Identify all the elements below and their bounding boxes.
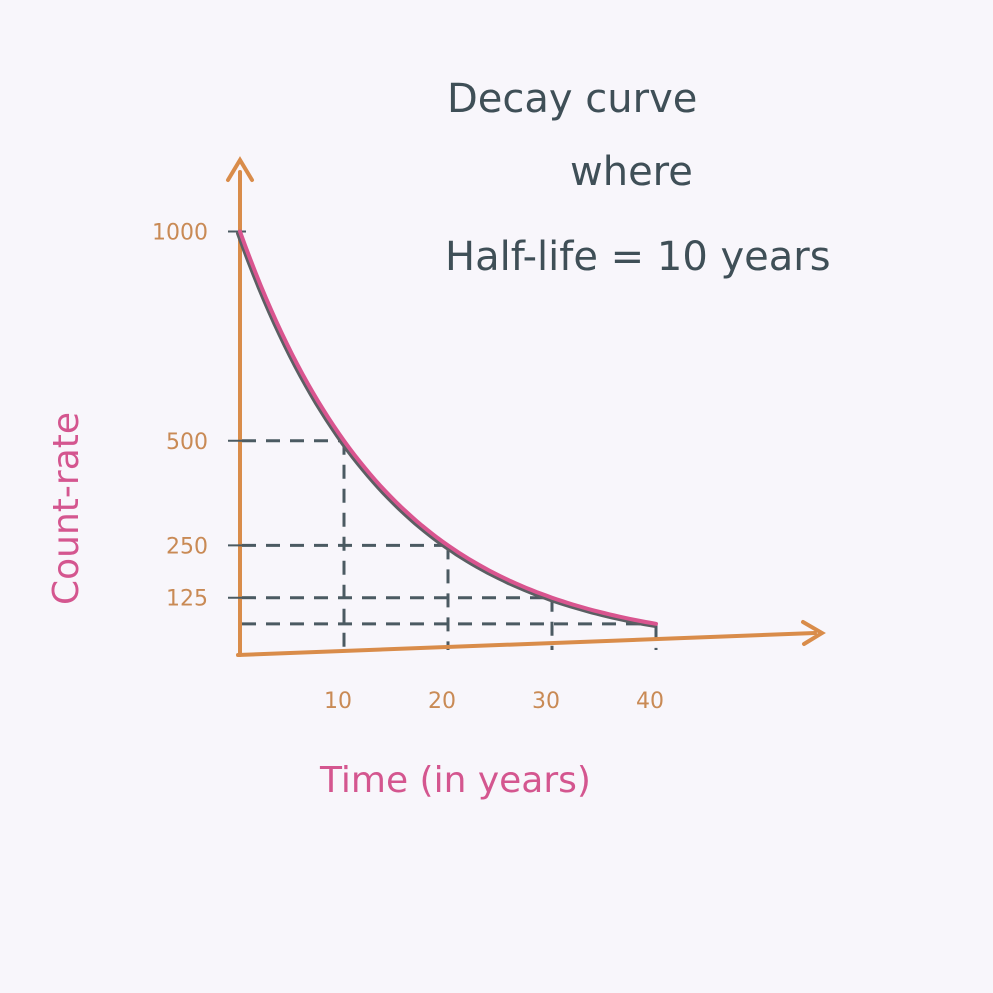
y-tick-label-250: 250 bbox=[166, 534, 208, 559]
axis-ticks: 1000 500 250 125 10 20 30 40 bbox=[152, 221, 664, 715]
y-tick-label-125: 125 bbox=[166, 587, 208, 612]
y-tick-label-500: 500 bbox=[166, 430, 208, 455]
x-tick-label-40: 40 bbox=[636, 689, 664, 714]
x-axis-arrow bbox=[801, 620, 826, 646]
x-tick-label-30: 30 bbox=[532, 689, 560, 714]
series-layer bbox=[236, 229, 658, 628]
decay-curve-shadow bbox=[236, 231, 656, 628]
y-axis-arrow bbox=[226, 156, 254, 182]
chart-title: Decay curve where Half-life = 10 years bbox=[445, 76, 831, 280]
title-line-3: Half-life = 10 years bbox=[445, 234, 831, 280]
title-line-2: where bbox=[570, 149, 693, 195]
decay-curve bbox=[238, 229, 658, 626]
x-tick-label-10: 10 bbox=[324, 689, 352, 714]
title-line-1: Decay curve bbox=[447, 76, 697, 122]
y-tick-label-1000: 1000 bbox=[152, 221, 208, 246]
y-axis-title: Count-rate bbox=[46, 412, 87, 605]
x-axis-title: Time (in years) bbox=[319, 760, 591, 801]
x-tick-label-20: 20 bbox=[428, 689, 456, 714]
guide-lines bbox=[242, 439, 658, 650]
axes bbox=[226, 156, 826, 657]
x-axis bbox=[236, 631, 817, 657]
